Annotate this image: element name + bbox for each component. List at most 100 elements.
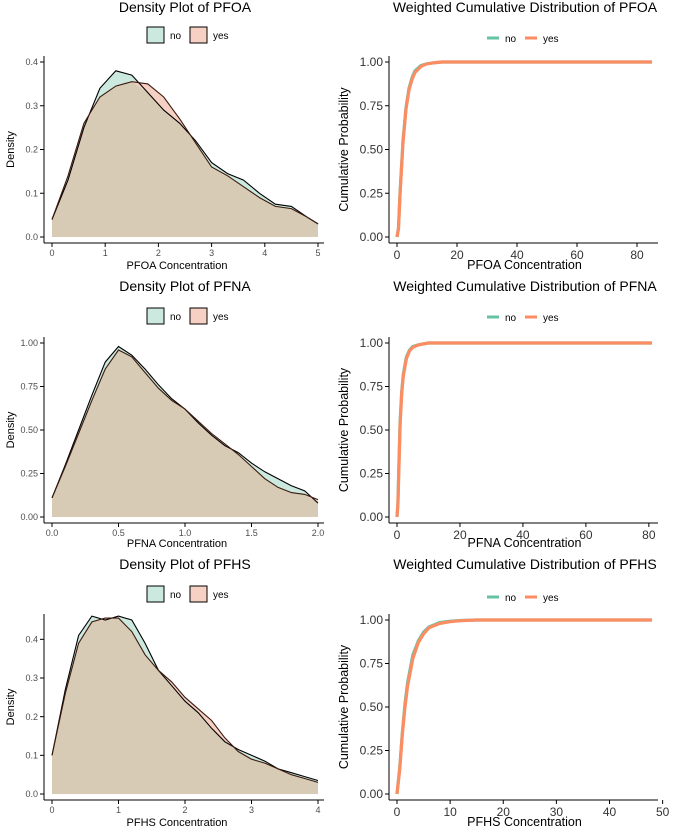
y-tick-label: 0.00 [360,787,384,801]
y-axis-label: Cumulative Probability [337,644,351,769]
y-axis-label: Cumulative Probability [337,87,351,212]
y-tick-label: 0.75 [360,380,384,394]
y-tick-label: 0.2 [25,145,38,155]
axes: 0.0 0.5 1.0 1.5 2.0 0.00 0.25 0.50 0.75 1.00 [20,337,324,538]
x-tick-label: 3 [209,248,214,258]
y-axis-label: Cumulative Probability [337,367,351,492]
density-line-yes [51,349,319,501]
axes: 0 20 40 60 80 0.00 0.25 0.50 0.75 1.00 [360,336,658,542]
axes: 0 1 2 3 4 5 0.0 0.1 0.2 0.3 0.4 [25,56,324,258]
x-tick-label: 5 [315,248,320,258]
chart-panel-1: Density Plot of PFOA no yes 0 1 2 3 4 5 0.0 0.1 0.2… [5,0,324,272]
y-tick-label: 1.00 [360,613,384,627]
y-axis-label: Density [5,411,17,448]
legend-label-no: no [505,593,517,604]
legend-label-no: no [505,34,517,45]
x-tick-label: 1 [103,248,108,258]
x-tick-label: 2 [156,248,161,258]
y-tick-label: 0.50 [360,143,384,157]
x-tick-label: 80 [630,248,644,262]
x-tick-label: 40 [510,248,524,262]
y-tick-label: 0.1 [25,750,38,760]
x-tick-label: 0 [394,805,401,819]
y-tick-label: 0.50 [360,423,384,437]
legend: no yes [487,34,559,45]
chart-title: Density Plot of PFNA [119,278,251,294]
legend-label-yes: yes [543,313,559,324]
density-overlap-area [52,81,318,237]
x-tick-label: 4 [315,805,320,815]
x-tick-label: 2.0 [312,528,325,538]
legend-label-no: no [170,312,182,323]
legend-key-yes [189,26,208,44]
x-tick-label: 40 [603,805,617,819]
cdf-line-yes [395,341,652,518]
y-tick-label: 0.00 [20,512,38,522]
x-tick-label: 60 [570,248,584,262]
x-tick-label: 40 [516,528,530,542]
x-tick-label: 1.5 [245,528,258,538]
legend-label-yes: yes [213,31,229,42]
x-tick-label: 10 [443,805,457,819]
density-line-yes [51,617,319,783]
chart-panel-4: Weighted Cumulative Distribution of PFNA… [337,278,658,550]
legend-key-yes [189,307,208,325]
x-tick-label: 20 [497,805,511,819]
plot-area [51,70,319,237]
density-line-yes [51,81,319,225]
cdf-line-no [395,60,652,238]
y-tick-label: 0.4 [25,634,38,644]
plot-area [395,618,652,795]
x-tick-label: 0.0 [46,528,59,538]
y-axis-label: Density [5,131,17,168]
axes: 0 1 2 3 4 0.0 0.1 0.2 0.3 0.4 [25,614,324,815]
x-tick-label: 80 [642,528,656,542]
legend-label-no: no [170,31,182,42]
y-tick-label: 0.3 [25,101,38,111]
axes: 0 20 40 60 80 0.00 0.25 0.50 0.75 1.00 [360,55,658,262]
legend: no yes [487,593,559,604]
x-tick-label: 1.0 [179,528,192,538]
x-axis-label: PFNA Concentration [127,538,227,550]
legend-key-yes [189,585,208,603]
y-tick-label: 1.00 [20,338,38,348]
x-tick-label: 50 [656,805,670,819]
y-tick-label: 0.00 [360,510,384,524]
y-tick-label: 0.50 [360,700,384,714]
x-tick-label: 30 [550,805,564,819]
density-line-no [51,615,319,782]
chart-title: Density Plot of PFHS [119,556,251,572]
plot-area [51,345,319,517]
y-tick-label: 1.00 [360,336,384,350]
y-tick-label: 0.1 [25,188,38,198]
y-tick-label: 0.0 [25,789,38,799]
x-tick-label: 60 [579,528,593,542]
legend-key-no [146,26,165,44]
x-tick-label: 3 [249,805,254,815]
y-tick-label: 0.0 [25,232,38,242]
y-tick-label: 0.75 [20,382,38,392]
density-overlap-area [52,618,318,794]
y-tick-label: 0.75 [360,657,384,671]
legend-label-no: no [505,313,517,324]
chart-title: Weighted Cumulative Distribution of PFNA [393,278,657,294]
y-tick-label: 0.00 [360,230,384,244]
legend-label-yes: yes [543,593,559,604]
y-tick-label: 0.25 [360,744,384,758]
y-tick-label: 0.25 [20,469,38,479]
y-tick-label: 0.25 [360,186,384,200]
x-axis-label: PFOA Concentration [467,258,582,272]
y-tick-label: 0.75 [360,99,384,113]
y-tick-label: 0.4 [25,57,38,67]
legend-label-yes: yes [543,34,559,45]
y-tick-label: 0.50 [20,425,38,435]
plot-area [51,615,319,794]
chart-panel-6: Weighted Cumulative Distribution of PFHS… [337,556,670,829]
chart-panel-2: Weighted Cumulative Distribution of PFOA… [337,0,658,272]
x-tick-label: 20 [450,248,464,262]
y-tick-label: 0.2 [25,712,38,722]
plot-area [395,341,652,518]
cdf-line-yes [395,60,652,238]
legend: no yes [146,585,229,603]
